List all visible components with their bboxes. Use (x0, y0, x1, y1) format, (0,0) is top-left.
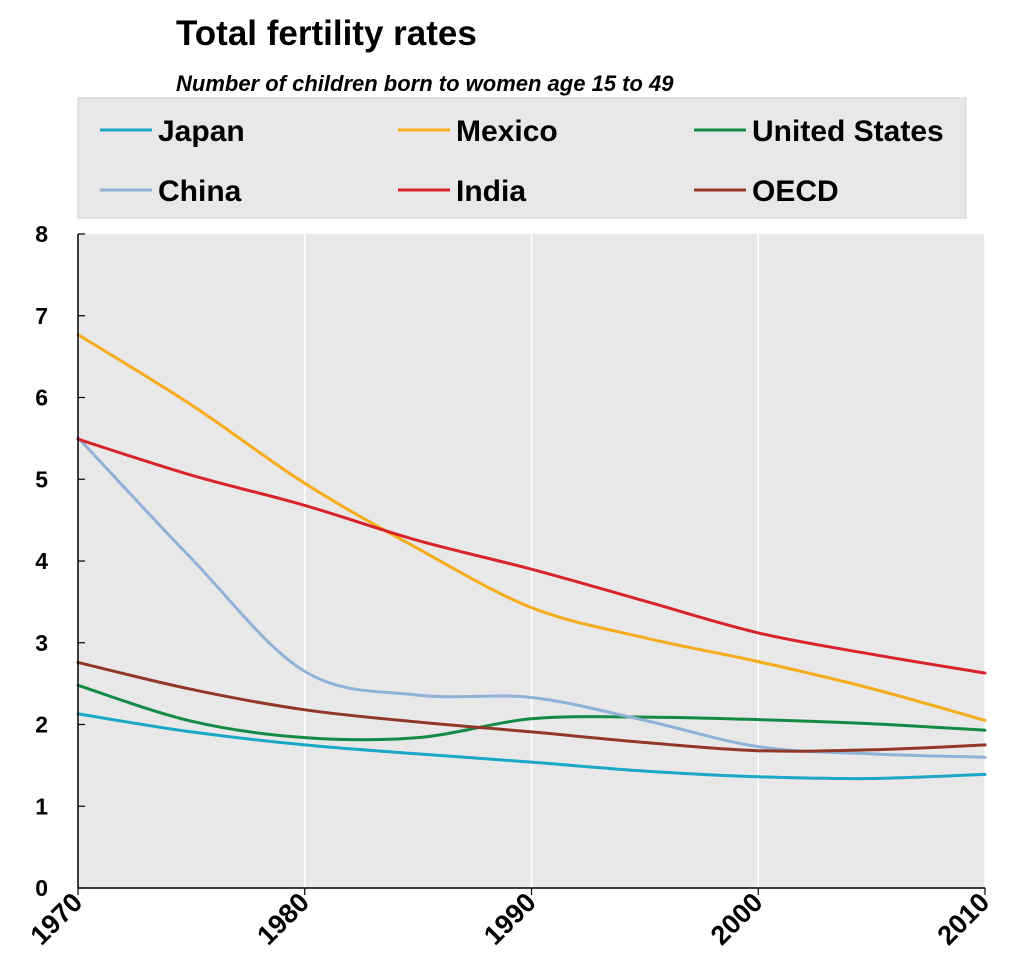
x-tick-label-1970: 1970 (25, 887, 89, 951)
y-tick-label-7: 7 (35, 303, 48, 329)
legend-box (77, 97, 967, 219)
series-line-mexico (76, 333, 987, 722)
chart-title: Total fertility rates (176, 14, 477, 53)
x-tick-label-1980: 1980 (251, 887, 315, 951)
y-tick-label-3: 3 (35, 630, 48, 656)
series-line-united-states (76, 683, 987, 742)
y-tick-label-4: 4 (35, 548, 48, 574)
legend: Japan Mexico United States China India OECD (77, 97, 967, 219)
y-tick-label-2: 2 (35, 712, 48, 738)
x-tick-label-1990: 1990 (478, 887, 542, 951)
chart-subtitle: Number of children born to women age 15 … (176, 71, 674, 96)
legend-label-japan: Japan (158, 115, 245, 148)
legend-label-india: India (456, 175, 526, 208)
y-tick-label-5: 5 (35, 466, 48, 492)
series-line-oecd (76, 660, 987, 753)
y-tick-label-0: 0 (35, 875, 48, 901)
x-tick-label-2010: 2010 (932, 887, 996, 951)
series-line-china (76, 436, 987, 759)
legend-label-mexico: Mexico (456, 115, 558, 148)
legend-label-oecd: OECD (752, 175, 839, 208)
y-tick-label-1: 1 (35, 793, 48, 819)
x-tick-label-2000: 2000 (705, 887, 769, 951)
y-tick-label-8: 8 (35, 221, 48, 247)
series-line-japan (76, 712, 987, 781)
series-lines (76, 333, 987, 781)
y-tick-label-6: 6 (35, 385, 48, 411)
series-line-india (76, 437, 987, 675)
legend-label-china: China (158, 175, 242, 208)
legend-label-united-states: United States (752, 115, 944, 148)
